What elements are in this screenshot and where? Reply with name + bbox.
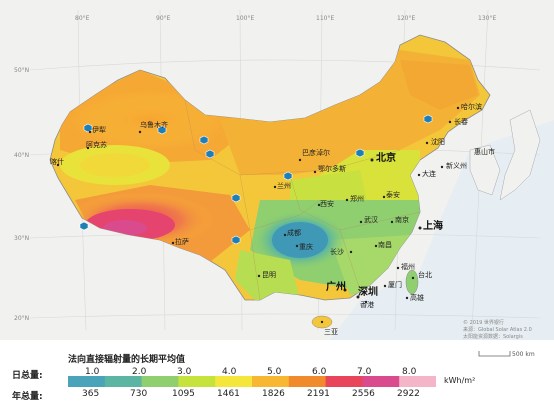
map-canvas (0, 0, 554, 340)
city-label: 新义州 (446, 162, 467, 170)
legend-color-swatch (288, 376, 327, 387)
station-marker-icon (283, 171, 293, 181)
lat-label: 50°N (14, 67, 30, 74)
scale-bar (478, 351, 511, 357)
legend-title: 法向直接辐射量的长期平均值 (68, 355, 186, 365)
lon-label: 80°E (75, 15, 90, 22)
city-label: 沈阳 (431, 138, 445, 146)
city-label: 南昌 (378, 241, 392, 249)
annual-total-label: 年总量: (12, 392, 43, 402)
daily-value: 7.0 (357, 367, 372, 377)
annual-value: 730 (130, 389, 148, 399)
lat-label: 30°N (14, 235, 30, 242)
annual-value: 1461 (217, 389, 240, 399)
legend-color-swatch (252, 376, 290, 387)
lon-label: 90°E (156, 15, 171, 22)
lat-label: 20°N (14, 315, 30, 322)
korea-outline (469, 144, 501, 196)
city-label: 福州 (401, 263, 415, 271)
city-label: 巴彦淖尔 (302, 149, 330, 157)
legend-color-swatch (362, 376, 400, 387)
daily-value: 2.0 (132, 367, 147, 377)
city-label: 长沙 (330, 248, 344, 256)
credit-line: © 2019 世界银行 (463, 320, 504, 326)
lon-label: 100°E (236, 15, 255, 22)
annual-value: 2191 (307, 389, 330, 399)
legend-color-swatch (178, 376, 216, 387)
legend-color-swatch (104, 376, 143, 387)
station-marker-icon (199, 135, 209, 145)
daily-value: 1.0 (85, 367, 100, 377)
solar-zones (60, 50, 480, 300)
legend-color-swatch (325, 376, 363, 387)
lon-label: 130°E (478, 15, 497, 22)
city-label: 厦门 (388, 281, 402, 289)
credit-line: 来源：Global Solar Atlas 2.0 (463, 327, 532, 333)
city-label: 泰安 (386, 191, 400, 199)
daily-value: 5.0 (267, 367, 282, 377)
city-dots (56, 106, 460, 324)
city-label: 喀什 (50, 158, 64, 166)
legend-color-swatch (141, 376, 179, 387)
daily-total-label: 日总量: (12, 371, 43, 381)
lon-label: 120°E (397, 15, 416, 22)
city-label: 武汉 (364, 216, 378, 224)
station-marker-icon (231, 193, 241, 203)
station-marker-icon (79, 221, 89, 231)
annual-value: 365 (82, 389, 100, 399)
daily-value: 6.0 (312, 367, 327, 377)
station-marker-icon (231, 235, 241, 245)
daily-value: 4.0 (222, 367, 237, 377)
station-marker-icon (205, 149, 215, 159)
annual-value: 2556 (352, 389, 375, 399)
city-label: 深圳 (358, 287, 378, 298)
city-label: 成都 (287, 229, 301, 237)
lon-label: 110°E (316, 15, 335, 22)
city-label: 哈尔滨 (461, 103, 482, 111)
city-label: 鄂尔多斯 (318, 165, 346, 173)
station-markers (79, 114, 433, 245)
city-label: 广州 (326, 282, 346, 293)
japan-outline (499, 109, 541, 201)
city-label: 香港 (360, 301, 374, 309)
city-label: 拉萨 (175, 238, 189, 246)
station-marker-icon (423, 114, 433, 124)
city-label: 三亚 (324, 328, 338, 336)
city-label: 南京 (395, 216, 409, 224)
city-label: 上海 (423, 221, 443, 232)
scale-label: 500 km (512, 351, 535, 358)
unit-label: kWh/m² (444, 376, 476, 385)
annual-value: 2922 (397, 389, 420, 399)
legend-color-swatch (399, 376, 436, 387)
city-label: 乌鲁木齐 (140, 121, 168, 129)
city-label: 长春 (454, 118, 468, 126)
province-borders (184, 99, 421, 301)
taiwan-island (405, 269, 419, 295)
city-label: 大连 (422, 170, 436, 178)
legend-color-swatch (68, 376, 106, 387)
station-marker-icon (83, 123, 93, 133)
city-label: 西安 (320, 200, 334, 208)
city-label: 伊犁 (92, 126, 106, 134)
annual-value: 1095 (172, 389, 195, 399)
city-label: 阿克苏 (86, 141, 107, 149)
daily-value: 8.0 (402, 367, 417, 377)
city-label: 兰州 (277, 182, 291, 190)
city-label: 惠山市 (474, 148, 495, 156)
city-label: 台北 (418, 271, 432, 279)
lat-label: 40°N (14, 152, 30, 159)
annual-value: 1826 (262, 389, 285, 399)
solar-map: 80°E 90°E 100°E 110°E 120°E 130°E 50°N 4… (0, 0, 554, 340)
city-label: 高雄 (410, 294, 424, 302)
credit-line: 太阳能资源数据：Solargis (463, 334, 523, 340)
city-label: 昆明 (262, 271, 276, 279)
legend-colorbar (68, 376, 436, 387)
city-label: 郑州 (350, 195, 364, 203)
daily-value: 3.0 (177, 367, 192, 377)
station-marker-icon (157, 125, 167, 135)
city-label: 北京 (376, 153, 396, 164)
legend-color-swatch (215, 376, 253, 387)
city-label: 重庆 (299, 243, 313, 251)
station-marker-icon (355, 148, 365, 158)
